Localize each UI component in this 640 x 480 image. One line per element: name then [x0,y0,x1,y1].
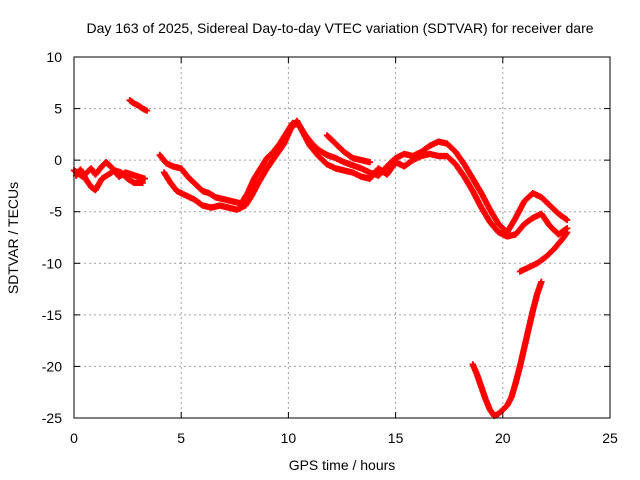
chart-title: Day 163 of 2025, Sidereal Day-to-day VTE… [86,20,593,36]
data-points [70,97,571,420]
data-point [141,175,148,182]
data-series [516,229,571,275]
y-tick-label: -20 [42,358,62,374]
data-point [563,229,571,236]
x-tick-label: 0 [70,430,78,446]
y-axis-label: SDTVAR / TECUs [5,182,21,294]
y-tick-label: -25 [42,410,62,426]
y-tick-label: 0 [54,152,62,168]
data-point [366,159,374,166]
x-tick-label: 15 [388,430,404,446]
data-point [139,179,146,187]
data-series [323,132,374,166]
y-tick-label: -15 [42,307,62,323]
grid-lines [74,57,610,418]
data-point [538,278,545,286]
data-series [469,278,545,420]
y-tick-label: 5 [54,101,62,117]
data-series [160,117,571,240]
y-tick-label: -5 [50,204,63,220]
y-tick-label: 10 [46,49,62,65]
y-tick-label: -10 [42,255,62,271]
axes: 0 5 10 15 20 25 -25 -20 -15 -10 -5 0 5 10 [42,49,618,446]
plot-frame [73,56,611,419]
x-tick-label: 20 [495,430,511,446]
x-tick-label: 5 [177,430,185,446]
data-point [563,216,571,224]
data-series [72,166,146,194]
data-point [143,107,151,114]
x-tick-label: 10 [281,430,297,446]
x-tick-label: 25 [602,430,618,446]
x-axis-label: GPS time / hours [289,457,396,473]
data-series [126,97,151,114]
